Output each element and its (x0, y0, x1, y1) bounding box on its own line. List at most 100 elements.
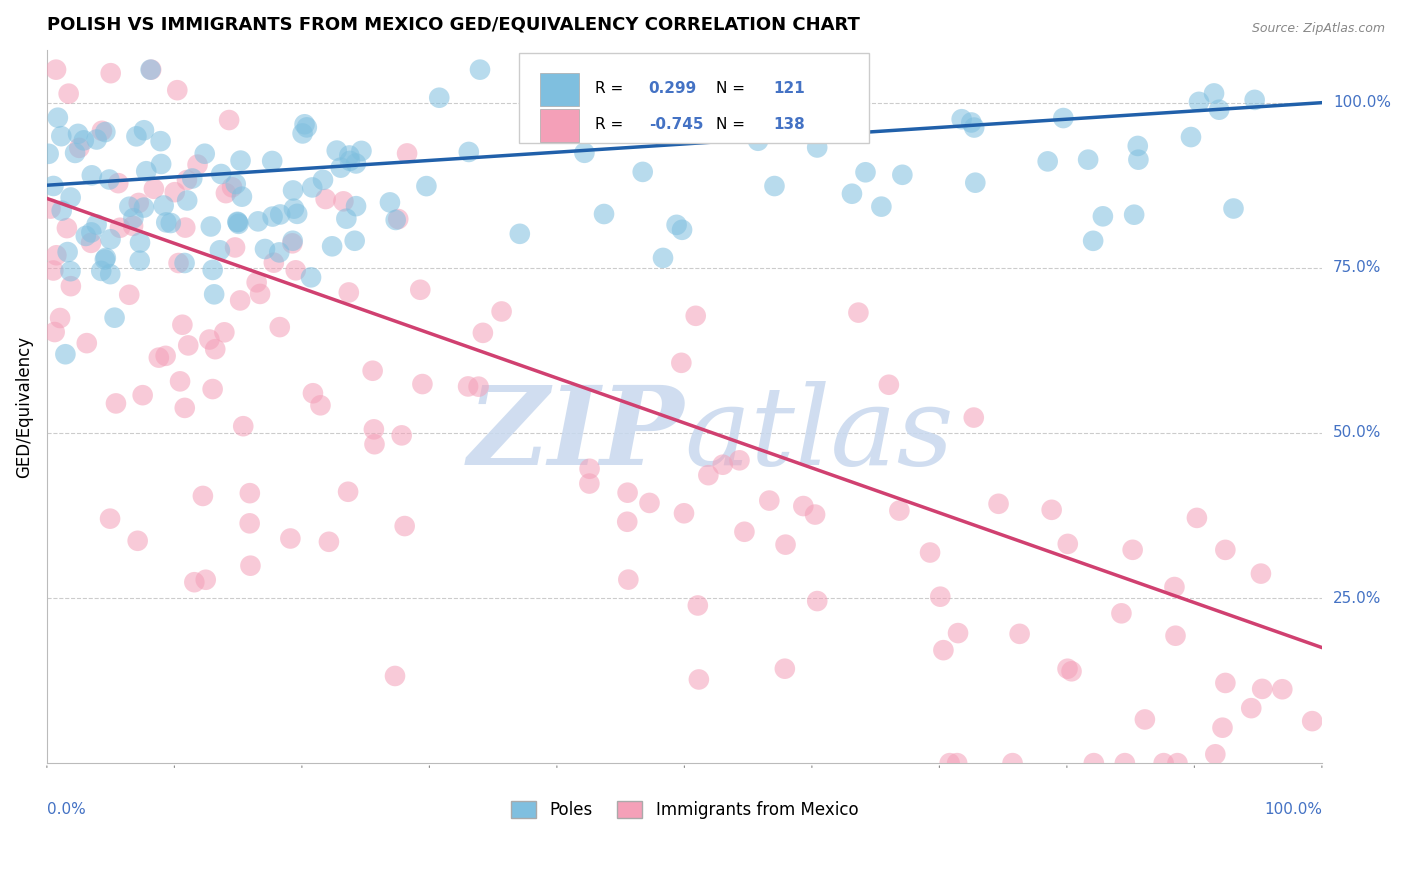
Point (747, 134, 769, 148)
Text: 75.0%: 75.0% (1333, 260, 1381, 276)
Point (129, 235, 152, 250)
Point (1133, 713, 1156, 727)
Point (344, 199, 367, 213)
Point (918, 545, 941, 559)
FancyBboxPatch shape (540, 72, 578, 106)
Point (773, 662, 796, 676)
Point (283, 202, 305, 216)
Point (280, 532, 302, 546)
Point (239, 486, 262, 500)
Point (262, 210, 284, 224)
Point (51, 129, 73, 144)
Point (127, 533, 149, 548)
Point (332, 194, 354, 209)
Point (1164, 629, 1187, 643)
Point (152, 198, 174, 212)
Point (194, 146, 217, 161)
Text: 25.0%: 25.0% (1333, 591, 1381, 606)
Point (337, 285, 360, 300)
Point (1166, 756, 1188, 771)
Text: 100.0%: 100.0% (1264, 802, 1322, 817)
Point (49, 311, 72, 326)
Point (1040, 503, 1063, 517)
Point (652, 251, 675, 265)
Point (131, 388, 153, 402)
Point (55, 347, 77, 361)
Point (135, 164, 157, 178)
Point (1222, 202, 1244, 216)
Point (132, 123, 155, 137)
FancyBboxPatch shape (519, 54, 869, 143)
Point (125, 129, 148, 144)
Point (758, 493, 780, 508)
Point (1180, 130, 1202, 145)
Point (1060, 665, 1083, 679)
Point (409, 283, 432, 297)
Point (80, 226, 103, 240)
Point (38, 146, 60, 161)
Point (804, 508, 827, 522)
Text: 121: 121 (773, 80, 806, 95)
Point (946, 756, 969, 771)
Point (90, 264, 112, 278)
Point (253, 242, 276, 256)
Point (232, 419, 254, 434)
Point (1240, 701, 1263, 715)
Point (226, 215, 249, 229)
Point (173, 256, 195, 270)
Point (191, 489, 214, 503)
Point (269, 245, 291, 260)
Point (889, 503, 911, 517)
Text: 100.0%: 100.0% (1333, 95, 1391, 111)
Point (932, 643, 955, 657)
Point (149, 134, 172, 148)
Point (325, 144, 347, 158)
Point (312, 173, 335, 187)
Point (45, 248, 67, 262)
Point (929, 590, 952, 604)
Point (201, 263, 224, 277)
Point (1091, 210, 1114, 224)
Point (963, 410, 986, 425)
Point (391, 428, 413, 442)
Point (56, 221, 79, 235)
Point (471, 326, 494, 340)
Text: 0.299: 0.299 (648, 80, 697, 95)
Point (218, 113, 240, 128)
Point (688, 673, 710, 687)
Y-axis label: GED/Equivalency: GED/Equivalency (15, 335, 32, 477)
Point (169, 375, 191, 389)
Point (1243, 93, 1265, 107)
Point (321, 239, 343, 253)
Point (1123, 208, 1146, 222)
Text: atlas: atlas (685, 381, 955, 489)
Point (533, 107, 555, 121)
Point (686, 599, 709, 613)
Point (468, 62, 491, 77)
Point (183, 575, 205, 590)
Point (960, 115, 983, 129)
Point (174, 220, 197, 235)
Point (187, 158, 209, 172)
Point (51, 203, 73, 218)
Point (1128, 153, 1150, 167)
Point (224, 240, 246, 254)
Point (1056, 537, 1078, 551)
Point (118, 200, 141, 214)
Point (343, 234, 366, 248)
Point (1204, 747, 1226, 762)
Point (59, 190, 82, 204)
Point (1081, 234, 1104, 248)
Point (1052, 111, 1074, 125)
Point (711, 458, 734, 472)
FancyBboxPatch shape (540, 109, 578, 142)
Point (181, 171, 204, 186)
Point (616, 485, 638, 500)
Point (284, 263, 307, 277)
Point (281, 236, 304, 251)
Point (697, 468, 720, 483)
Text: N =: N = (716, 80, 751, 95)
Point (457, 379, 479, 393)
Point (806, 140, 828, 154)
Point (86, 132, 108, 146)
